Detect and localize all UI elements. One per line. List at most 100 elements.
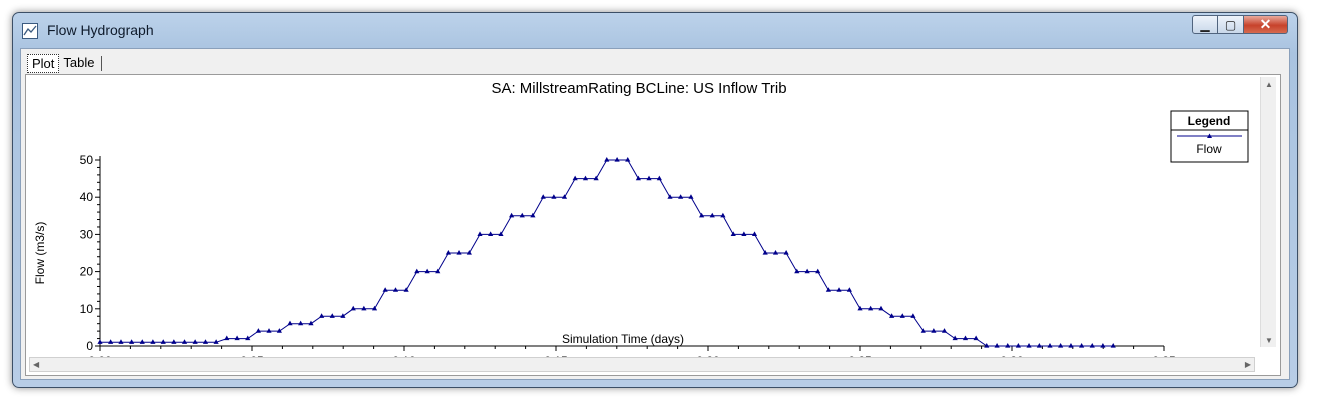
flow-data-point [815, 268, 821, 274]
flow-data-point [878, 305, 884, 311]
legend-entry-flow: Flow [1196, 142, 1222, 156]
flow-data-point [139, 339, 145, 344]
flow-data-point [1047, 343, 1053, 348]
window-controls: ▁ ▢ ✕ [1192, 15, 1288, 35]
flow-data-point [720, 212, 726, 218]
flow-data-point [371, 305, 378, 311]
flow-data-point [234, 335, 240, 341]
flow-data-point [308, 320, 314, 326]
flow-data-point [962, 335, 969, 341]
scroll-up-arrow[interactable]: ▲ [1265, 80, 1273, 89]
flow-data-point [1079, 343, 1085, 348]
flow-data-point [350, 305, 356, 311]
flow-series [97, 157, 1116, 348]
x-axis-label: Simulation Time (days) [562, 332, 684, 346]
flow-data-point [245, 335, 251, 341]
flow-data-point [456, 250, 462, 255]
y-tick-label: 0 [86, 339, 93, 353]
y-tick-label: 10 [80, 302, 94, 316]
vertical-scrollbar[interactable]: ▲ ▼ [1260, 77, 1276, 347]
flow-data-point [667, 194, 673, 199]
flow-data-point [424, 268, 430, 274]
tab-plot[interactable]: Plot [27, 54, 60, 73]
flow-data-point [445, 250, 451, 255]
flow-data-point [825, 287, 831, 292]
x-tick-label: 0.30 [1000, 354, 1024, 357]
x-tick-label: 0.35 [1152, 354, 1176, 357]
flow-data-point [414, 268, 420, 274]
client-area: Plot Table SA: MillstreamRating BCLine: … [20, 48, 1290, 380]
flow-data-point [551, 194, 557, 199]
flow-data-point [97, 339, 103, 344]
view-tabs: Plot Table [27, 54, 105, 73]
y-tick-label: 50 [80, 153, 94, 167]
tab-table[interactable]: Table [63, 55, 95, 70]
title-bar[interactable]: Flow Hydrograph ▁ ▢ ✕ [13, 13, 1297, 49]
y-tick-label: 40 [80, 190, 94, 204]
flow-data-point [392, 287, 399, 292]
flow-data-point [1005, 343, 1011, 348]
flow-data-point [255, 328, 261, 333]
flow-data-point [889, 313, 895, 318]
tab-divider [101, 56, 103, 71]
flow-data-point [836, 287, 842, 292]
y-tick-label: 30 [80, 227, 94, 241]
flow-data-point [783, 250, 789, 255]
flow-data-point [751, 231, 758, 236]
flow-data-point [340, 313, 346, 318]
flow-data-point [202, 339, 209, 344]
flow-data-point [224, 335, 230, 341]
flow-data-point [171, 339, 177, 344]
flow-data-point [741, 231, 747, 236]
flow-data-point [762, 250, 768, 255]
flow-data-point [614, 157, 620, 162]
flow-data-point [688, 194, 694, 199]
flow-data-point [287, 320, 293, 326]
flow-data-point [1026, 343, 1032, 348]
plot-panel: SA: MillstreamRating BCLine: US Inflow T… [25, 74, 1281, 376]
flow-data-point [678, 194, 684, 199]
flow-data-point [984, 343, 990, 348]
flow-data-point [498, 231, 504, 236]
flow-data-point [530, 212, 536, 218]
chart-title: SA: MillstreamRating BCLine: US Inflow T… [491, 80, 786, 97]
flow-data-point [656, 175, 662, 181]
flow-data-point [319, 313, 325, 318]
flow-data-point [593, 175, 599, 181]
hydrograph-chart: SA: MillstreamRating BCLine: US Inflow T… [33, 80, 1249, 357]
flow-data-point [361, 305, 367, 311]
flow-data-point [952, 335, 958, 341]
flow-data-point [699, 212, 705, 218]
flow-data-point [635, 175, 641, 181]
minimize-button[interactable]: ▁ [1192, 15, 1218, 34]
x-tick-label: 0.25 [848, 354, 872, 357]
flow-data-point [625, 157, 631, 162]
flow-data-point [868, 305, 874, 311]
x-tick-label: 0.00 [88, 354, 112, 357]
flow-data-point [435, 268, 441, 274]
flow-data-point [403, 287, 409, 292]
horizontal-scrollbar[interactable]: ◀ ▶ [29, 357, 1255, 372]
flow-data-point [150, 339, 156, 344]
flow-data-point [730, 231, 736, 236]
flow-data-point [709, 212, 715, 218]
flow-series-line [100, 159, 1114, 347]
flow-data-point [561, 194, 568, 199]
flow-data-point [1058, 343, 1064, 348]
flow-data-point [994, 343, 1000, 348]
x-tick-label: 0.20 [696, 354, 720, 357]
flow-data-point [540, 194, 546, 199]
flow-data-point [192, 339, 198, 344]
flow-data-point [804, 268, 810, 274]
scroll-right-arrow[interactable]: ▶ [1244, 360, 1251, 369]
flow-data-point [382, 287, 388, 292]
maximize-button[interactable]: ▢ [1218, 15, 1244, 34]
scroll-left-arrow[interactable]: ◀ [33, 360, 40, 369]
scroll-down-arrow[interactable]: ▼ [1265, 336, 1273, 345]
legend-marker-sample [1207, 133, 1212, 138]
legend-title: Legend [1188, 114, 1231, 128]
close-button[interactable]: ✕ [1244, 15, 1288, 34]
flow-data-point [941, 328, 948, 333]
flow-data-point [794, 268, 800, 274]
flow-data-point [329, 313, 335, 318]
